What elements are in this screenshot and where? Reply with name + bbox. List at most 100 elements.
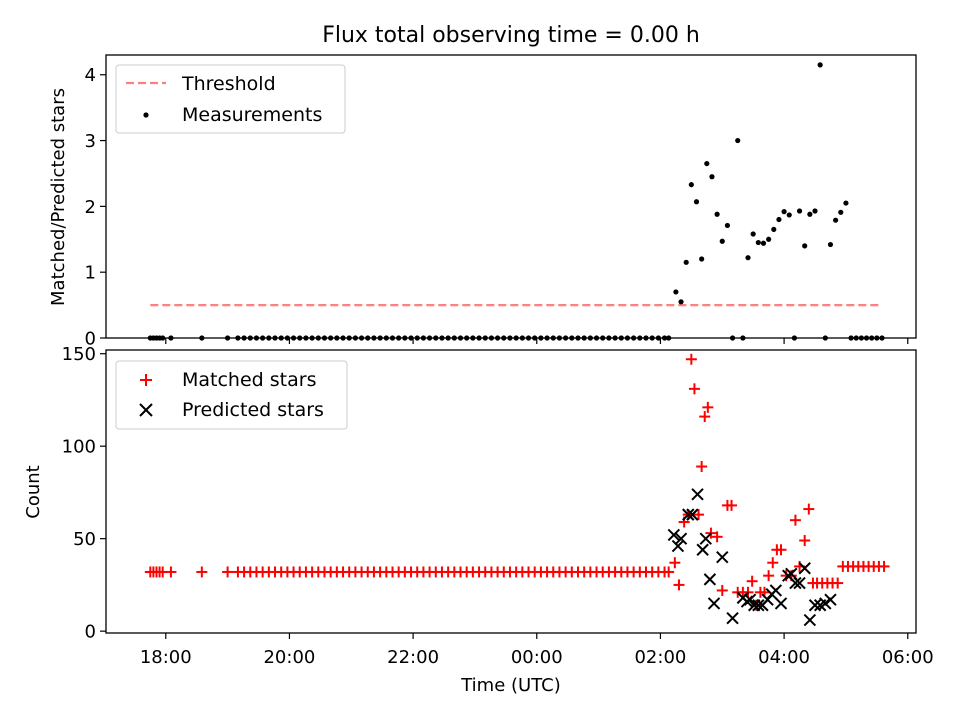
matched-star-point (663, 566, 675, 578)
matched-star-point (673, 579, 685, 591)
x-tick-label: 02:00 (634, 647, 686, 668)
matched-star-point (669, 557, 681, 569)
predicted-star-point (743, 593, 757, 606)
matched-star-point (763, 570, 775, 582)
x-tick-label: 18:00 (140, 647, 192, 668)
bottom-y-tick-label: 0 (85, 622, 96, 643)
predicted-star-point (819, 597, 832, 610)
measurement-point (817, 62, 823, 68)
matched-stars-layer (144, 353, 890, 611)
measurement-point (735, 137, 741, 144)
matched-star-point (196, 566, 208, 578)
x-axis-label: Time (UTC) (460, 675, 561, 696)
measurement-point (688, 182, 694, 188)
top-x-ticks (165, 338, 909, 344)
predicted-star-point (691, 488, 704, 501)
bottom-panel: 0 50 100 150 18:00 20:00 22:00 00:00 02:00 04:00… (23, 344, 934, 696)
measurement-point (750, 231, 756, 237)
predicted-star-point (798, 562, 811, 575)
matched-star-point (165, 566, 177, 578)
bottom-x-ticks: 18:00 20:00 22:00 00:00 02:00 04:00 06:00 (140, 633, 934, 668)
matched-star-point (767, 557, 779, 569)
predicted-star-point (752, 599, 765, 612)
measurement-point (802, 243, 808, 249)
chart-title: Flux total observing time = 0.00 h (322, 23, 700, 48)
predicted-star-point (769, 584, 783, 597)
matched-star-point (716, 584, 728, 596)
matched-star-point (711, 531, 723, 543)
measurement-point (781, 209, 787, 215)
predicted-star-point (686, 508, 699, 521)
top-legend: Threshold Measurements (115, 64, 346, 134)
top-y-tick-label: 4 (85, 65, 96, 86)
matched-star-point (693, 509, 705, 521)
measurement-point (796, 208, 803, 214)
predicted-star-point (808, 599, 822, 612)
bottom-y-tick-label: 50 (73, 529, 96, 550)
measurement-point (719, 238, 725, 244)
measurements-legend-marker (143, 112, 149, 118)
predicted-star-point (707, 597, 721, 610)
predicted-star-point (716, 550, 729, 564)
matched-star-point (878, 560, 890, 572)
predicted-star-point (699, 532, 712, 545)
matched-star-point (696, 461, 708, 473)
bottom-y-ticks: 0 50 100 150 (62, 344, 106, 643)
predicted-stars-layer (667, 488, 837, 627)
predicted-star-point (803, 613, 817, 627)
measurement-point (843, 200, 849, 206)
top-y-tick-label: 2 (85, 197, 96, 218)
matched-star-point (775, 544, 787, 556)
x-tick-label: 04:00 (758, 647, 810, 668)
top-plot-frame (105, 54, 917, 339)
matched-star-point (699, 411, 711, 423)
measurement-point (673, 289, 679, 295)
measurement-point (745, 255, 751, 261)
matched-star-point (803, 503, 815, 515)
measurement-point (776, 216, 782, 223)
x-tick-label: 00:00 (511, 647, 563, 668)
matched-star-point (222, 566, 234, 578)
measurement-point (755, 239, 761, 246)
matched-legend-label: Matched stars (182, 369, 316, 391)
matched-star-point (726, 499, 738, 511)
measurement-point (693, 199, 700, 205)
measurement-point (827, 241, 834, 248)
predicted-star-point (824, 593, 837, 606)
measurement-point (683, 259, 689, 265)
predicted-star-point (793, 576, 806, 590)
measurements-layer (147, 62, 885, 341)
top-y-tick-label: 3 (85, 131, 96, 152)
measurement-point (709, 174, 715, 180)
predicted-star-point (726, 611, 739, 625)
matched-star-point (799, 535, 811, 547)
measurement-point (724, 222, 731, 229)
top-y-axis-label: Matched/Predicted stars (48, 88, 69, 306)
threshold-legend-label: Threshold (181, 73, 276, 95)
matched-star-point (746, 575, 758, 587)
measurement-point (771, 226, 777, 233)
bottom-y-axis-label: Count (23, 465, 44, 518)
bottom-legend: Matched stars Predicted stars (115, 360, 348, 430)
matched-star-point (688, 383, 700, 395)
matched-legend-marker (140, 374, 152, 386)
top-legend-box (115, 64, 346, 134)
matched-star-point (702, 401, 714, 413)
bottom-y-tick-label: 150 (62, 344, 96, 365)
predicted-star-point (789, 576, 802, 590)
predicted-star-point (667, 528, 681, 542)
predicted-star-point (703, 573, 717, 586)
measurement-point (678, 299, 684, 305)
measurements-legend-label: Measurements (182, 104, 322, 126)
measurement-point (714, 211, 720, 217)
top-panel: 0 1 2 3 4 Matched/Predicted stars Threshold … (48, 54, 917, 350)
bottom-y-tick-label: 100 (62, 437, 96, 458)
predicted-star-point (671, 539, 685, 553)
top-y-tick-label: 1 (85, 263, 96, 284)
x-tick-label: 22:00 (387, 647, 439, 668)
predicted-legend-marker (139, 403, 153, 417)
predicted-star-point (774, 597, 788, 610)
matched-star-point (832, 577, 844, 589)
predicted-star-point (682, 508, 695, 521)
